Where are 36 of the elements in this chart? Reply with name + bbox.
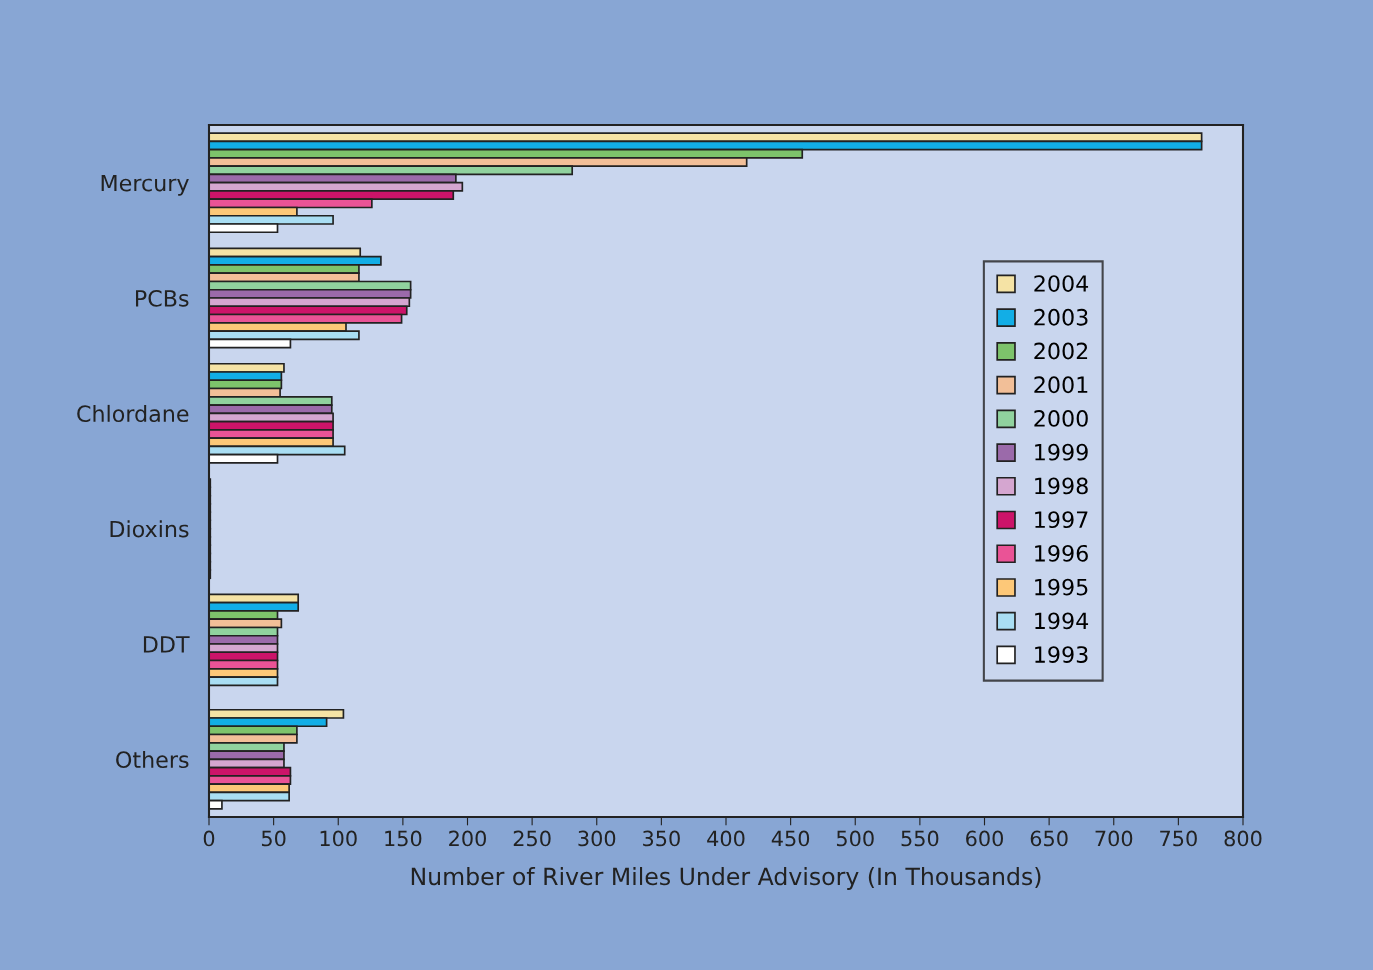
x-tick-label: 200 [449,830,486,847]
x-tick-label: 550 [901,830,939,847]
x-axis-title: Number of River Miles Under Advisory (In Thousands) [411,867,1041,890]
y-tick-label: Dioxins [110,520,189,538]
y-tick-label: PCBs [136,289,189,307]
y-tick-label: DDT [143,636,190,653]
x-tick-label: 650 [1030,830,1068,847]
legend-label: 2002 [1034,342,1088,360]
x-tick-label: 150 [385,830,422,847]
x-tick-label: 50 [261,830,286,847]
legend-label: 2001 [1034,376,1088,394]
x-tick-label: 300 [578,830,616,847]
legend-label: 1998 [1035,477,1088,495]
x-tick-label: 700 [1095,830,1133,847]
x-tick-label: 800 [1224,830,1262,847]
y-tick-label: Chlordane [77,404,189,423]
x-tick-label: 600 [966,830,1003,847]
x-tick-label: 350 [643,830,680,847]
legend-label: 1999 [1035,443,1088,461]
legend-label: 1997 [1035,511,1088,529]
y-tick-label: Others [116,750,189,769]
x-tick-label: 100 [320,830,357,847]
legend-label: 2004 [1034,275,1089,292]
legend-label: 1996 [1035,544,1088,562]
x-tick-label: 250 [513,830,551,847]
x-tick-label: 0 [203,830,215,847]
legend-label: 2003 [1034,308,1088,326]
y-tick-label: Mercury [101,174,189,196]
x-tick-label: 450 [771,830,810,847]
legend-label: 1994 [1035,612,1089,630]
legend-label: 2000 [1034,410,1088,427]
legend-label: 1995 [1035,578,1088,596]
legend-label: 1993 [1035,646,1088,663]
x-tick-label: 400 [707,830,745,847]
x-tick-label: 500 [836,830,874,847]
x-tick-label: 750 [1160,830,1197,847]
